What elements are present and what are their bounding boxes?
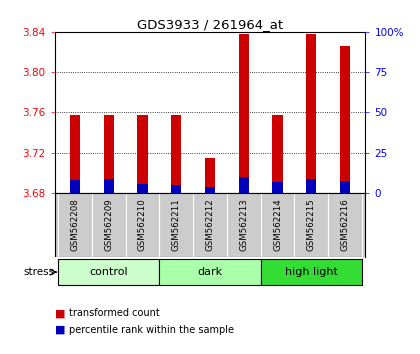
Bar xyxy=(159,259,261,285)
Bar xyxy=(239,34,249,193)
Text: GSM562209: GSM562209 xyxy=(104,198,113,251)
Text: GSM562215: GSM562215 xyxy=(307,198,316,251)
Bar xyxy=(58,259,159,285)
Text: stress: stress xyxy=(24,267,55,276)
Bar xyxy=(205,187,215,193)
Bar xyxy=(70,180,80,193)
Bar xyxy=(137,184,147,193)
Bar xyxy=(205,158,215,193)
Text: GSM562208: GSM562208 xyxy=(71,198,79,251)
Bar xyxy=(70,115,80,193)
Text: GSM562216: GSM562216 xyxy=(341,198,349,251)
Bar xyxy=(104,179,114,193)
Text: high light: high light xyxy=(285,267,338,276)
Text: dark: dark xyxy=(197,267,223,276)
Text: GSM562210: GSM562210 xyxy=(138,198,147,251)
Bar xyxy=(306,179,316,193)
Title: GDS3933 / 261964_at: GDS3933 / 261964_at xyxy=(137,18,283,31)
Bar xyxy=(104,115,114,193)
Bar xyxy=(340,46,350,193)
Text: GSM562214: GSM562214 xyxy=(273,198,282,251)
Bar xyxy=(239,177,249,193)
Bar xyxy=(306,34,316,193)
Bar xyxy=(340,181,350,193)
Text: ■: ■ xyxy=(55,325,65,335)
Text: GSM562212: GSM562212 xyxy=(205,198,215,251)
Text: percentile rank within the sample: percentile rank within the sample xyxy=(69,325,234,335)
Bar xyxy=(273,115,283,193)
Bar xyxy=(261,259,362,285)
Text: transformed count: transformed count xyxy=(69,308,160,318)
Text: GSM562211: GSM562211 xyxy=(172,198,181,251)
Text: ■: ■ xyxy=(55,308,65,318)
Bar xyxy=(273,182,283,193)
Bar xyxy=(171,185,181,193)
Text: GSM562213: GSM562213 xyxy=(239,198,248,251)
Bar xyxy=(137,115,147,193)
Bar xyxy=(171,115,181,193)
Text: control: control xyxy=(89,267,128,276)
